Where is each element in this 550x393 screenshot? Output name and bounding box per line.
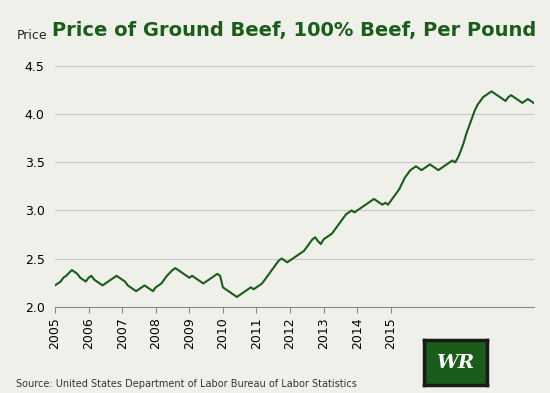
Text: Source: United States Department of Labor Bureau of Labor Statistics: Source: United States Department of Labo… <box>16 379 358 389</box>
Title: Price of Ground Beef, 100% Beef, Per Pound: Price of Ground Beef, 100% Beef, Per Pou… <box>52 21 536 40</box>
Text: Price: Price <box>16 29 47 42</box>
Text: WR: WR <box>436 354 474 371</box>
